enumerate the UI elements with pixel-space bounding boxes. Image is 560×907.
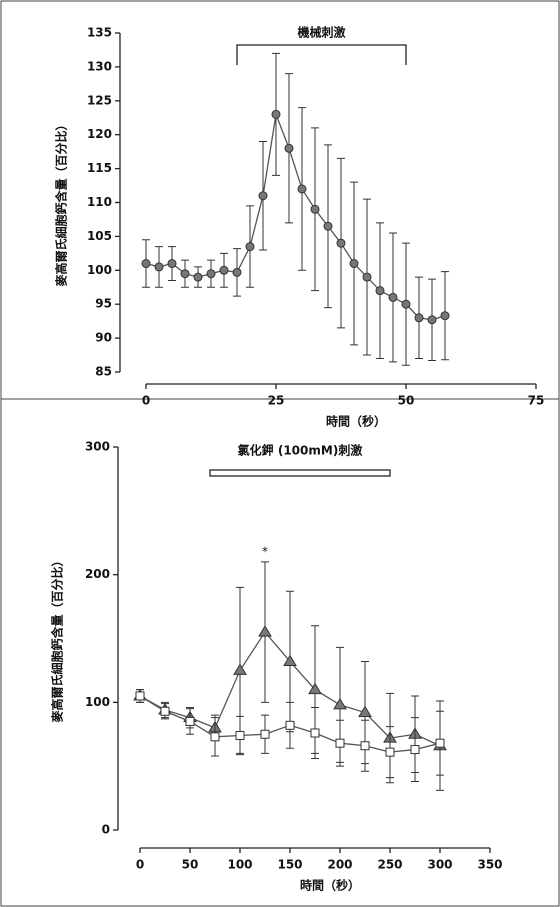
- data-point: [385, 747, 395, 757]
- y-tick-label: 100: [87, 263, 112, 277]
- data-point: [154, 262, 164, 272]
- annotation: 氯化鉀 (100mM)刺激: [238, 443, 363, 458]
- y-tick-label: 115: [87, 161, 112, 175]
- y-axis-label: 麥高爾氏細胞鈣含量（百分比）: [54, 118, 69, 287]
- y-tick-label: 105: [87, 229, 112, 243]
- data-point: [167, 259, 177, 269]
- data-point: [271, 109, 281, 119]
- data-point: [362, 272, 372, 282]
- data-point: [358, 705, 372, 718]
- y-tick-label: 200: [85, 567, 110, 581]
- data-point: [193, 272, 203, 282]
- x-tick-label: 25: [268, 394, 285, 408]
- x-tick-label: 50: [398, 394, 415, 408]
- y-tick-label: 300: [85, 440, 110, 454]
- data-point: [427, 315, 437, 325]
- data-point: [284, 143, 294, 153]
- x-tick-label: 200: [327, 858, 352, 872]
- y-tick-label: 100: [85, 695, 110, 709]
- y-tick-label: 130: [87, 59, 112, 73]
- y-tick-label: 90: [95, 331, 112, 345]
- data-point: [375, 286, 385, 296]
- data-point: [206, 269, 216, 279]
- data-point: [285, 720, 295, 730]
- data-point: [219, 265, 229, 275]
- significance: *: [262, 544, 268, 558]
- data-point: [135, 691, 145, 701]
- x-tick-label: 300: [427, 858, 452, 872]
- data-point: [336, 238, 346, 248]
- y-tick-label: 0: [102, 823, 110, 837]
- data-point: [232, 267, 242, 277]
- y-tick-label: 85: [95, 365, 112, 379]
- x-tick-label: 150: [277, 858, 302, 872]
- y-tick-label: 95: [95, 297, 112, 311]
- data-point: [235, 731, 245, 741]
- annotation: 機械刺激: [297, 25, 345, 40]
- y-axis-label: 麥高爾氏細胞鈣含量（百分比）: [50, 554, 65, 723]
- data-point: [258, 191, 268, 201]
- data-point: [185, 716, 195, 726]
- data-point: [414, 313, 424, 323]
- data-point: [435, 738, 445, 748]
- bracket: [209, 469, 391, 477]
- data-point: [401, 299, 411, 309]
- x-tick-label: 0: [136, 858, 144, 872]
- data-point: [297, 184, 307, 194]
- data-point: [388, 292, 398, 302]
- x-tick-label: 0: [142, 394, 150, 408]
- x-tick-label: 250: [377, 858, 402, 872]
- data-point: [410, 745, 420, 755]
- data-point: [440, 311, 450, 321]
- data-point: [349, 259, 359, 269]
- data-point: [360, 741, 370, 751]
- y-tick-label: 125: [87, 93, 112, 107]
- data-point: [323, 221, 333, 231]
- x-axis-label: 時間（秒）: [300, 878, 360, 893]
- x-tick-label: 100: [227, 858, 252, 872]
- data-point: [310, 204, 320, 214]
- data-point: [258, 625, 272, 637]
- x-tick-label: 350: [477, 858, 502, 872]
- data-point: [245, 242, 255, 252]
- y-tick-label: 110: [87, 195, 112, 209]
- x-tick-label: 75: [528, 394, 545, 408]
- data-point: [233, 663, 247, 675]
- data-point: [180, 269, 190, 279]
- data-point: [141, 259, 151, 269]
- data-point: [308, 682, 322, 695]
- data-point: [283, 654, 297, 666]
- y-tick-label: 135: [87, 26, 112, 40]
- data-point: [333, 697, 347, 710]
- data-point: [260, 729, 270, 739]
- x-tick-label: 50: [182, 858, 199, 872]
- x-axis-label: 時間（秒）: [326, 414, 386, 429]
- y-tick-label: 120: [87, 127, 112, 141]
- data-point: [310, 728, 320, 738]
- data-point: [160, 706, 170, 716]
- data-point: [210, 732, 220, 742]
- data-point: [335, 738, 345, 748]
- bracket: [236, 44, 407, 65]
